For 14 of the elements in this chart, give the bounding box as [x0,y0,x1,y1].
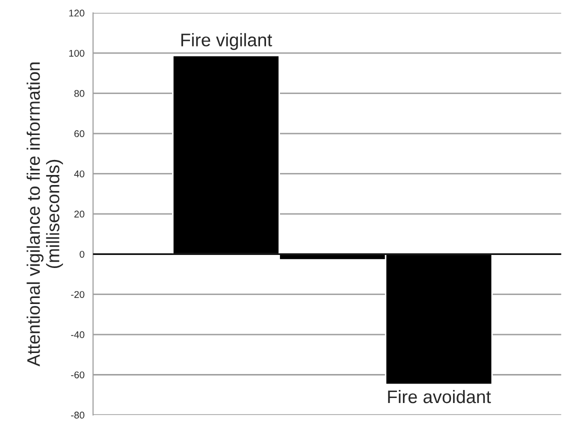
y-tick-label: 60 [74,130,84,138]
annotation: Fire vigilant [181,33,272,50]
y-tick-label: 80 [74,90,84,97]
y-tick-label: 20 [74,210,84,218]
y-tick-label: 100 [69,50,84,57]
y-tick-label: 120 [69,10,84,17]
y-tick-label: -80 [71,412,84,419]
y-axis-title: Attentional vigilance to fire information (milliseconds) [26,62,63,366]
y-tick-label: -40 [71,331,84,338]
y-tick-label: -20 [71,291,84,298]
y-tick-label: 40 [74,170,84,178]
y-tick-label: 0 [80,250,84,258]
y-tick-label: -60 [71,371,84,378]
annotation: Fire avoidant [388,390,491,404]
